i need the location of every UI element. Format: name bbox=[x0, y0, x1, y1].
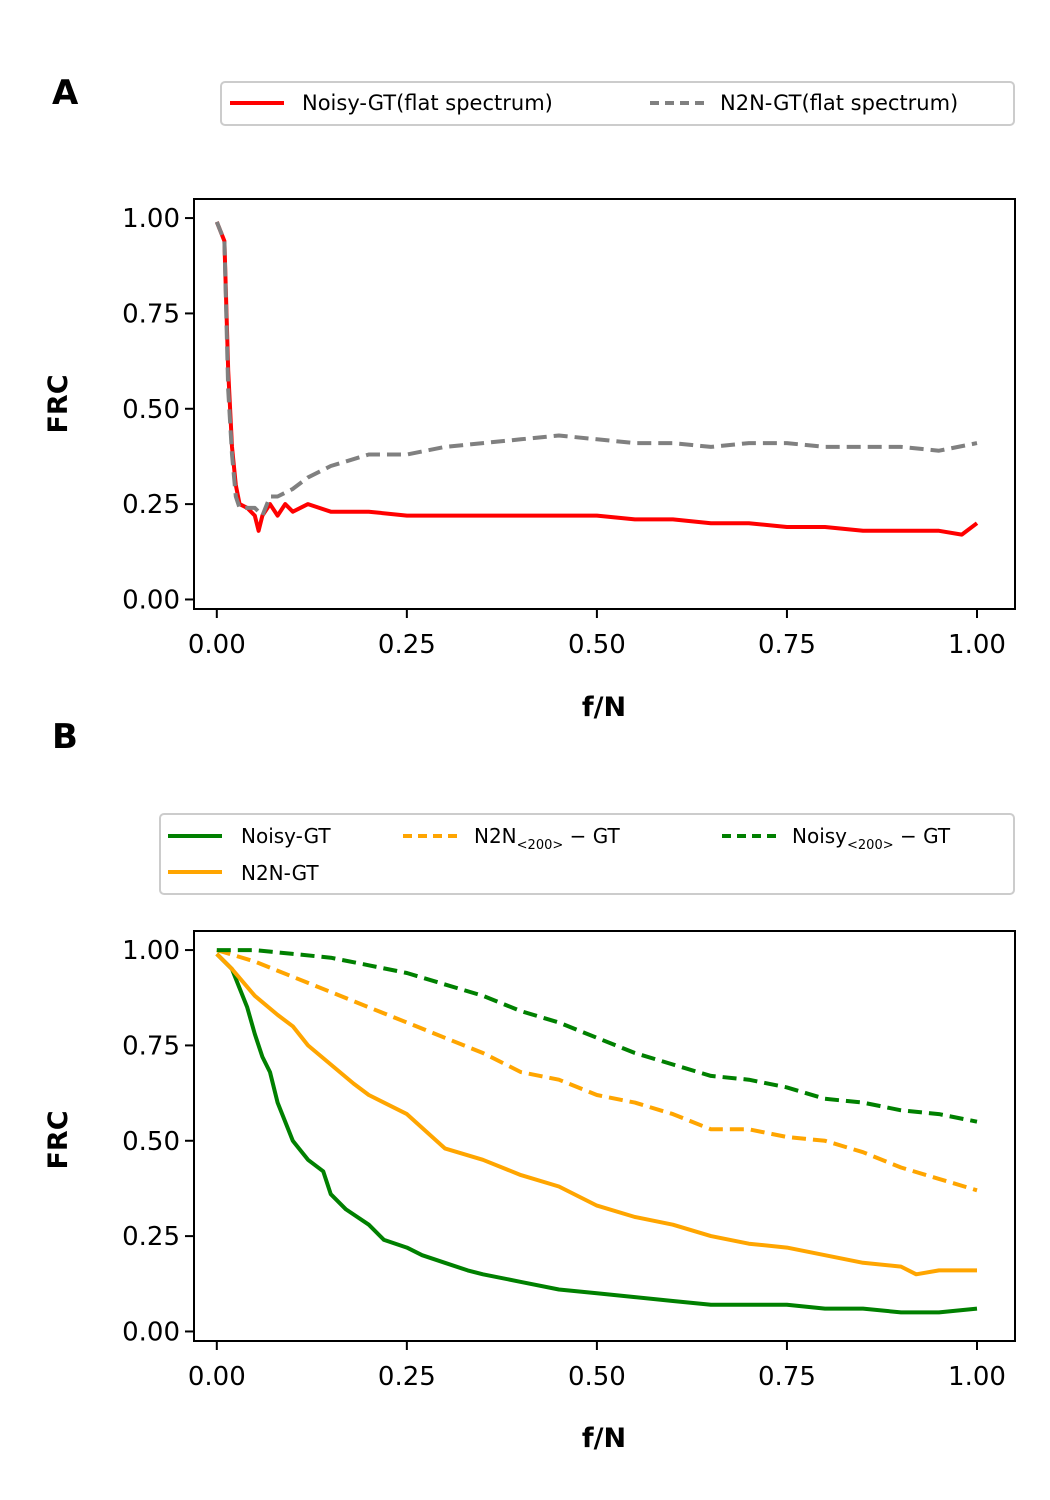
y-tick-label-a-0: 0.00 bbox=[122, 585, 180, 615]
y-axis-label-b: FRC bbox=[43, 1110, 74, 1169]
y-tick-label-b-1: 0.25 bbox=[122, 1222, 180, 1252]
x-tick-label-a-2: 0.50 bbox=[568, 630, 626, 660]
legend-a: Noisy-GT(flat spectrum) N2N-GT(flat spec… bbox=[220, 81, 1015, 126]
y-tick-label-b-0: 0.00 bbox=[122, 1317, 180, 1347]
series-line-a-0 bbox=[214, 221, 979, 537]
axes-frame-b bbox=[193, 930, 1016, 1342]
x-tick-label-b-1: 0.25 bbox=[378, 1362, 436, 1392]
legend-a-label-1: N2N-GT(flat spectrum) bbox=[720, 91, 958, 115]
y-axis-label-a: FRC bbox=[43, 374, 74, 433]
x-tick-label-a-0: 0.00 bbox=[188, 630, 246, 660]
y-tick-label-b-4: 1.00 bbox=[122, 936, 180, 966]
legend-b-label-3: Noisy<200> − GT bbox=[792, 824, 951, 853]
x-tick-label-a-3: 0.75 bbox=[758, 630, 816, 660]
y-tick-label-b-2: 0.50 bbox=[122, 1127, 180, 1157]
series-line-b-3 bbox=[216, 948, 978, 1124]
plot-area-b: 0.00 0.25 0.50 0.75 1.00 0.00 0.25 0.50 0.75 1.00 bbox=[122, 930, 1016, 1392]
x-tick-label-a-1: 0.25 bbox=[378, 630, 436, 660]
x-tick-label-b-3: 0.75 bbox=[758, 1362, 816, 1392]
legend-b-label-0: Noisy-GT bbox=[241, 824, 331, 848]
x-axis-label-a: f/N bbox=[582, 692, 626, 723]
y-tick-label-a-2: 0.50 bbox=[122, 395, 180, 425]
legend-b-label-1: N2N-GT bbox=[241, 861, 319, 885]
x-tick-label-b-2: 0.50 bbox=[568, 1362, 626, 1392]
panel-label-b: B bbox=[52, 717, 78, 757]
legend-a-frame bbox=[220, 81, 1015, 126]
series-line-b-2 bbox=[216, 948, 978, 1193]
panel-a: A Noisy-GT(flat spectrum) N2N-GT(flat sp… bbox=[43, 73, 1016, 723]
x-tick-label-a-4: 1.00 bbox=[948, 630, 1006, 660]
x-axis-label-b: f/N bbox=[582, 1423, 626, 1454]
y-tick-label-a-3: 0.75 bbox=[122, 299, 180, 329]
series-line-b-1 bbox=[215, 952, 977, 1277]
series-line-a-1 bbox=[214, 221, 978, 518]
axes-frame-a bbox=[193, 198, 1016, 610]
plot-area-a: 0.00 0.25 0.50 0.75 1.00 0.00 0.25 0.50 0.75 1.00 bbox=[122, 198, 1016, 660]
y-tick-label-b-3: 0.75 bbox=[122, 1031, 180, 1061]
panel-label-a: A bbox=[52, 73, 79, 113]
y-tick-label-a-1: 0.25 bbox=[122, 490, 180, 520]
x-tick-label-b-4: 1.00 bbox=[948, 1362, 1006, 1392]
x-tick-label-b-0: 0.00 bbox=[188, 1362, 246, 1392]
series-line-b-0 bbox=[215, 952, 978, 1315]
legend-a-label-0: Noisy-GT(flat spectrum) bbox=[302, 91, 553, 115]
legend-b: Noisy-GT N2N-GT N2N<200> − GT Noisy<200>… bbox=[159, 813, 1015, 895]
panel-b: B Noisy-GT N2N-GT N2N<200> − GT Noisy<20… bbox=[43, 717, 1016, 1454]
y-tick-label-a-4: 1.00 bbox=[122, 204, 180, 234]
legend-b-frame bbox=[159, 813, 1015, 895]
